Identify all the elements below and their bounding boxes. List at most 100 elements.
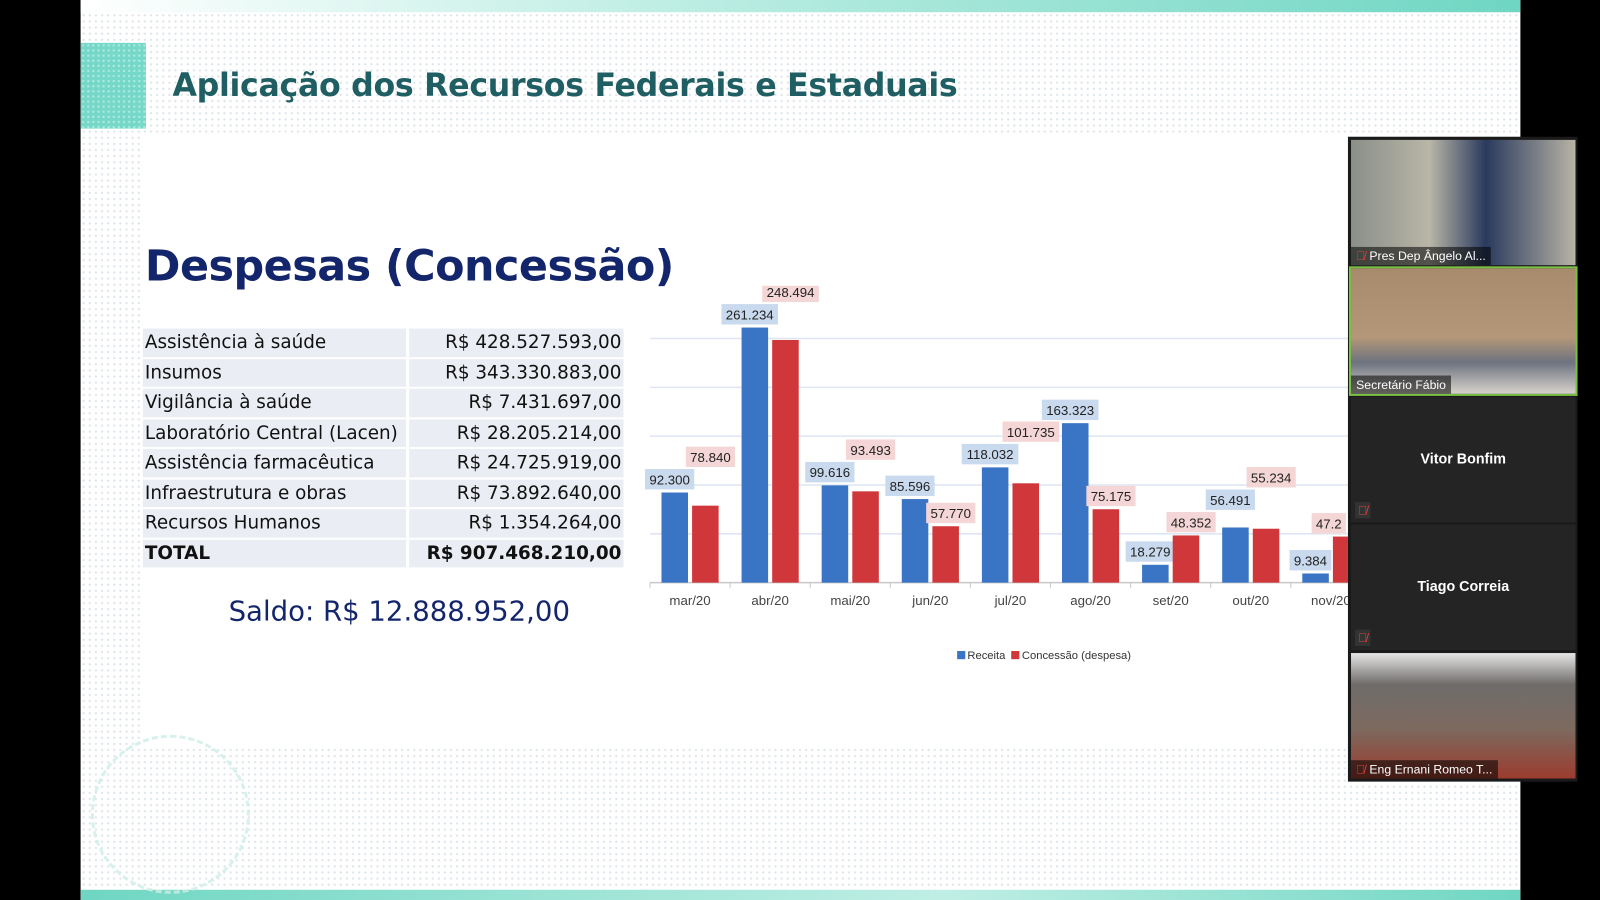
data-label-bg (805, 461, 855, 483)
x-tick-label: jul/20 (994, 593, 1027, 608)
data-label: 93.493 (850, 443, 891, 458)
x-tick-label: mar/20 (669, 593, 710, 608)
balance-text: Saldo: R$ 12.888.952,00 (228, 595, 570, 628)
total-row: TOTAL R$ 907.468.210,00 (142, 539, 624, 568)
muted-mic-icon: 🎙̸ (1355, 629, 1371, 646)
legend-swatch-receita (957, 651, 966, 660)
slide-top-bar (80, 0, 1521, 13)
expense-value: R$ 28.205.214,00 (406, 418, 624, 447)
data-label-bg (1041, 399, 1099, 421)
expense-category: Vigilância à saúde (142, 388, 407, 417)
expense-category: TOTAL (142, 539, 407, 568)
x-tick-label: mai/20 (830, 593, 870, 608)
participant-name: Eng Ernani Romeo T... (1369, 762, 1493, 777)
data-label-bg (1086, 485, 1136, 507)
muted-mic-icon: 🎙̸ (1356, 248, 1366, 264)
bar-concessao (772, 339, 799, 583)
data-label: 9.384 (1294, 553, 1327, 568)
bar-concessao (1092, 509, 1120, 583)
data-label: 18.279 (1130, 545, 1171, 560)
name-tag: 🎙̸ Pres Dep Ângelo Al... (1351, 246, 1491, 266)
expense-category: Assistência farmacêutica (142, 448, 407, 478)
data-label: 85.596 (890, 479, 931, 494)
slide-bottom-bar (80, 889, 1521, 900)
data-label: 99.616 (810, 465, 851, 480)
data-label: 75.175 (1091, 489, 1132, 504)
bar-receita (1061, 423, 1089, 583)
bar-receita (661, 492, 689, 583)
legend-swatch-concessao (1011, 651, 1020, 660)
expense-category: Laboratório Central (Lacen) (142, 418, 407, 447)
participant-video (1351, 139, 1576, 266)
data-label: 78.840 (690, 450, 731, 465)
data-label-bg (1002, 421, 1060, 442)
expense-category: Recursos Humanos (142, 509, 407, 538)
data-label: 56.491 (1210, 493, 1251, 508)
x-tick-label: abr/20 (751, 593, 789, 608)
data-label-bg (685, 446, 736, 468)
data-label: 163.323 (1046, 403, 1094, 418)
data-label-bg (1166, 511, 1216, 533)
table-row: Insumos R$ 343.330.883,00 (142, 358, 624, 387)
table-row: Recursos Humanos R$ 1.354.264,00 (142, 509, 624, 538)
x-tick-label: nov/20 (1311, 593, 1348, 608)
expense-value: R$ 24.725.919,00 (406, 448, 624, 478)
data-label-bg (1246, 467, 1296, 488)
virus-decoration-icon (90, 734, 250, 894)
data-label-bg (926, 502, 976, 524)
data-label: 48.352 (1171, 515, 1212, 530)
table-row: Laboratório Central (Lacen) R$ 28.205.214… (142, 418, 624, 447)
expense-category: Insumos (142, 358, 407, 387)
expense-value: R$ 428.527.593,00 (406, 328, 624, 357)
shared-slide: Aplicação dos Recursos Federais e Estadu… (80, 0, 1521, 900)
participant-tile[interactable]: 🎙̸ Eng Ernani Romeo T... (1351, 653, 1576, 779)
participant-tile[interactable]: Vitor Bonfim 🎙̸ (1351, 396, 1576, 523)
bar-concessao (692, 505, 719, 583)
chart-legend: Receita Concessão (despesa) (957, 650, 1131, 662)
muted-mic-icon: 🎙̸ (1355, 502, 1371, 519)
data-label: 261.234 (726, 307, 774, 322)
data-label-bg (1205, 489, 1255, 510)
participant-name: Tiago Correia (1417, 577, 1510, 594)
teal-square-decoration (80, 42, 146, 129)
bar-concessao (1332, 536, 1348, 583)
name-tag: Secretário Fábio (1351, 375, 1452, 394)
x-tick-label: jun/20 (911, 593, 948, 608)
table-row: Assistência à saúde R$ 428.527.593,00 (142, 328, 624, 357)
expense-category: Assistência à saúde (142, 328, 407, 357)
bar-receita (981, 467, 1009, 583)
bar-concessao (1172, 535, 1200, 583)
participant-tile-active-speaker[interactable]: Secretário Fábio (1348, 266, 1578, 396)
data-label: 248.494 (767, 286, 815, 300)
participant-gallery: 🎙̸ Pres Dep Ângelo Al... Secretário Fábio… (1347, 136, 1578, 782)
participant-name: Secretário Fábio (1356, 377, 1446, 392)
participant-video (1351, 653, 1576, 779)
data-label-bg (846, 439, 896, 460)
expense-value: R$ 1.354.264,00 (406, 509, 624, 538)
legend-label-receita: Receita (967, 649, 1006, 663)
data-label: 92.300 (649, 472, 690, 487)
expense-value: R$ 7.431.697,00 (406, 388, 624, 417)
muted-mic-icon: 🎙̸ (1356, 762, 1366, 777)
name-tag: 🎙̸ Eng Ernani Romeo T... (1351, 760, 1498, 779)
table-row: Assistência farmacêutica R$ 24.725.919,00 (142, 448, 624, 478)
data-label: 47.2 (1316, 516, 1342, 531)
data-label-bg (1311, 513, 1346, 534)
data-label: 55.234 (1251, 470, 1292, 485)
bar-receita (1302, 573, 1329, 583)
data-label: 57.770 (930, 506, 971, 521)
bar-receita (1142, 564, 1169, 583)
data-label-bg (1289, 550, 1332, 571)
expense-value: R$ 343.330.883,00 (406, 358, 624, 387)
legend-label-concessao: Concessão (despesa) (1021, 649, 1132, 663)
participant-tile[interactable]: Tiago Correia 🎙̸ (1351, 524, 1576, 650)
expenses-table: Assistência à saúde R$ 428.527.593,00 Insu… (142, 327, 624, 570)
bar-receita (741, 327, 769, 583)
participant-tile[interactable]: 🎙̸ Pres Dep Ângelo Al... (1351, 139, 1576, 266)
bar-receita (1222, 527, 1249, 583)
slide-title: Aplicação dos Recursos Federais e Estadu… (172, 67, 958, 105)
section-heading: Despesas (Concessão) (144, 240, 674, 291)
expense-category: Infraestrutura e obras (142, 479, 407, 508)
